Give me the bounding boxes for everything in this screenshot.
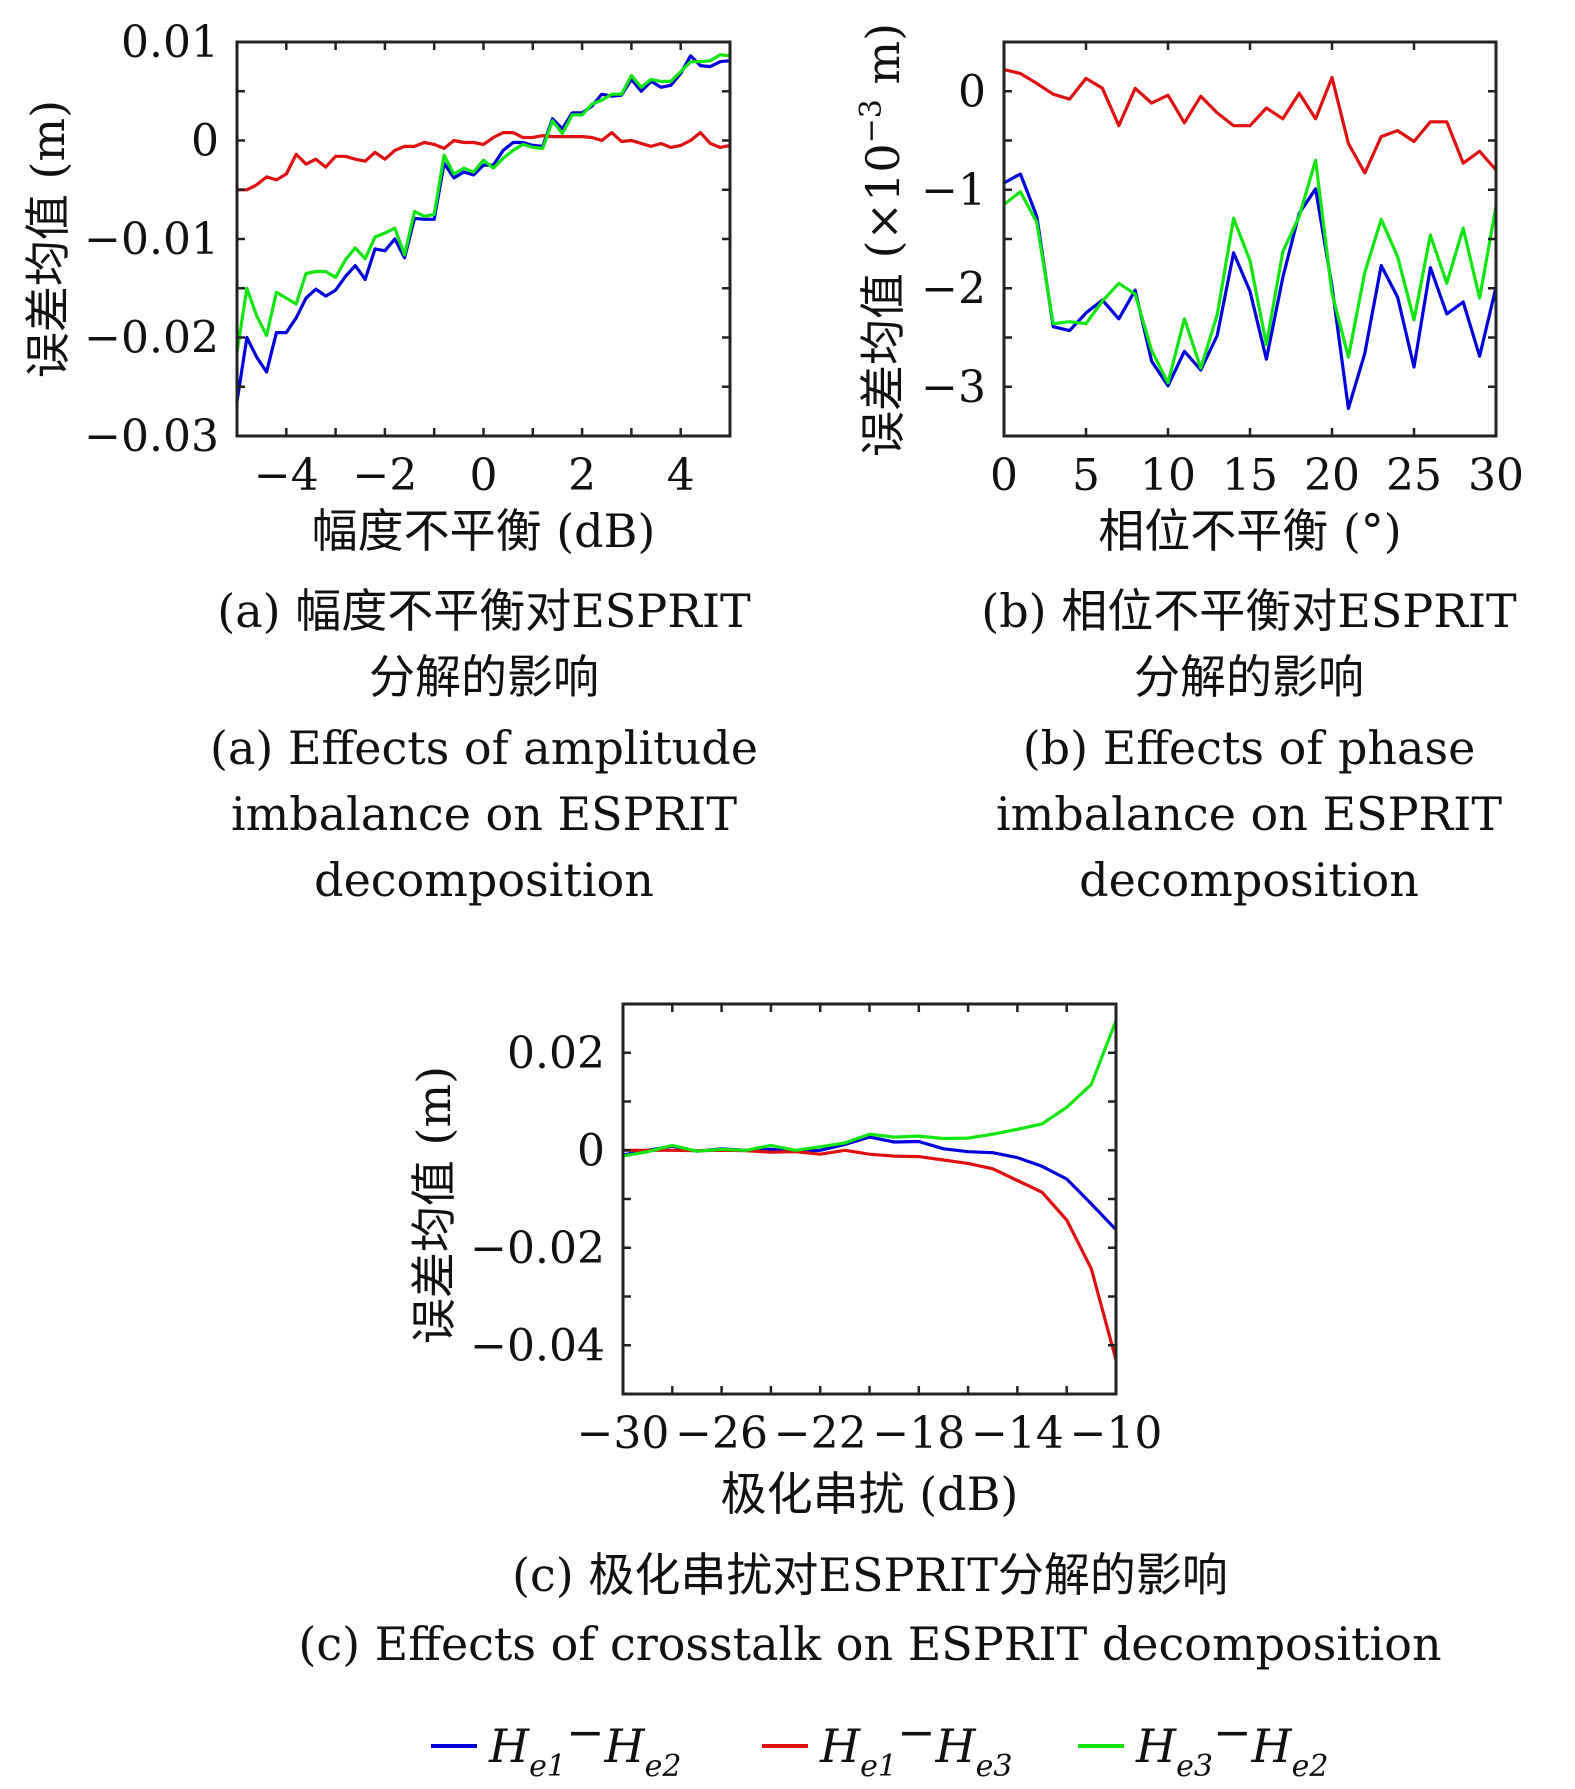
legend-label-sa: e3 xyxy=(1176,1749,1213,1784)
caption-cn-line: (b) 相位不平衡对ESPRIT xyxy=(981,584,1517,638)
x-tick-label: 4 xyxy=(667,450,695,501)
y-tick-label: −3 xyxy=(921,362,986,413)
y-axis-label-main: 误差均值 (m) xyxy=(21,100,75,378)
caption-en-line: imbalance on ESPRIT xyxy=(231,787,737,841)
x-tick-label: −30 xyxy=(577,1408,670,1459)
legend-label-a: H xyxy=(488,1719,530,1773)
legend-label-sb: e2 xyxy=(1292,1749,1329,1784)
legend-item-He1-He2: He1−He2 xyxy=(431,1705,681,1784)
series-line-He1-He3 xyxy=(237,131,731,192)
x-axis-label: 相位不平衡 (°) xyxy=(1098,504,1402,558)
y-tick-label: −0.04 xyxy=(470,1320,605,1371)
legend-label-a: H xyxy=(1135,1719,1177,1773)
legend-label-a: H xyxy=(819,1719,861,1773)
x-axis-label: 极化串扰 (dB) xyxy=(721,1467,1019,1521)
x-tick-label: 25 xyxy=(1386,450,1442,501)
plot-frame xyxy=(235,40,732,438)
x-tick-label: −26 xyxy=(675,1408,768,1459)
caption-cn-line: 分解的影响 xyxy=(369,650,599,704)
y-tick-label: −0.02 xyxy=(84,313,219,364)
legend-item-He3-He2: He3−He2 xyxy=(1078,1705,1328,1784)
caption-cn-line: (a) 幅度不平衡对ESPRIT xyxy=(217,584,751,638)
legend-label-b: H xyxy=(935,1719,977,1773)
y-tick-label: −1 xyxy=(921,165,986,216)
x-tick-label: −4 xyxy=(254,450,319,501)
x-tick-label: −18 xyxy=(872,1408,965,1459)
chart-2: −0.04 −0.02 0 0.02 −30 −26 −22 −18 −14 −10 极化串扰 (d… xyxy=(298,1002,1442,1671)
legend-label-sep: − xyxy=(897,1705,936,1759)
caption-cn-line: (c) 极化串扰对ESPRIT分解的影响 xyxy=(512,1548,1228,1602)
x-tick-label: 30 xyxy=(1468,450,1524,501)
y-axis-label: 误差均值 (×10−3 m) xyxy=(854,23,910,457)
y-tick-label: 0 xyxy=(577,1125,605,1176)
legend-label-sb: e3 xyxy=(976,1749,1013,1784)
caption-en-line: imbalance on ESPRIT xyxy=(996,787,1502,841)
legend-label-sa: e1 xyxy=(529,1749,566,1784)
x-tick-label: −2 xyxy=(352,450,417,501)
y-tick-label: 0 xyxy=(958,66,986,117)
y-tick-label: −0.02 xyxy=(470,1223,605,1274)
caption-en-line: (b) Effects of phase xyxy=(1023,721,1476,775)
y-tick-label: −0.03 xyxy=(84,411,219,462)
legend-label-b: H xyxy=(1251,1719,1293,1773)
plot-frame xyxy=(1002,40,1498,438)
y-axis-label: 误差均值 (m) xyxy=(407,1066,461,1344)
series-line-He1-He3 xyxy=(623,1148,1118,1361)
y-axis-label-unit: m) xyxy=(856,23,910,99)
series-line-He3-He2 xyxy=(622,1020,1118,1158)
legend-label-b: H xyxy=(604,1719,646,1773)
caption-en-line: (c) Effects of crosstalk on ESPRIT decom… xyxy=(298,1617,1441,1671)
caption-en-line: decomposition xyxy=(314,853,654,907)
legend-label-sep: − xyxy=(1213,1705,1252,1759)
x-tick-label: 0 xyxy=(470,450,498,501)
caption-cn-line: 分解的影响 xyxy=(1134,650,1364,704)
plot-frame xyxy=(621,1002,1118,1396)
y-axis-label-exponent: −3 xyxy=(854,99,889,143)
y-tick-label: −0.01 xyxy=(84,214,219,265)
y-axis-label-main: 误差均值 (m) xyxy=(407,1066,461,1344)
series-line-He1-He2 xyxy=(1003,172,1498,410)
y-tick-label: 0.02 xyxy=(507,1028,605,1079)
legend-item-He1-He3: He1−He3 xyxy=(762,1705,1012,1784)
x-tick-label: 10 xyxy=(1140,450,1196,501)
y-tick-label: 0.01 xyxy=(121,17,219,68)
legend: He1−He2 He1−He3 He3−He2 xyxy=(431,1705,1328,1784)
x-tick-label: 5 xyxy=(1072,450,1100,501)
series-line-He3-He2 xyxy=(235,53,731,353)
legend-label: He1−He2 xyxy=(488,1705,681,1784)
legend-label-sa: e1 xyxy=(860,1749,897,1784)
legend-label-sb: e2 xyxy=(645,1749,682,1784)
series-line-He3-He2 xyxy=(1003,158,1498,385)
x-tick-label: 20 xyxy=(1304,450,1360,501)
series-line-He1-He3 xyxy=(1003,68,1498,175)
y-tick-label: −2 xyxy=(921,263,986,314)
x-tick-label: 0 xyxy=(990,450,1018,501)
chart-1: −3 −2 −1 0 0 5 10 15 20 25 30 相位不平衡 (°) 误差均值 (×10−3 … xyxy=(854,23,1524,907)
x-tick-label: 2 xyxy=(568,450,596,501)
x-tick-label: 15 xyxy=(1222,450,1278,501)
y-axis-label: 误差均值 (m) xyxy=(21,100,75,378)
caption-en-line: decomposition xyxy=(1079,853,1419,907)
series-line-He1-He2 xyxy=(235,54,731,402)
caption-en-line: (a) Effects of amplitude xyxy=(210,721,758,775)
legend-label-sep: − xyxy=(566,1705,605,1759)
y-axis-label-main: 误差均值 (×10 xyxy=(856,143,910,457)
x-tick-label: −10 xyxy=(1070,1408,1163,1459)
x-tick-label: −14 xyxy=(971,1408,1064,1459)
x-axis-label: 幅度不平衡 (dB) xyxy=(312,504,656,558)
legend-label: He3−He2 xyxy=(1135,1705,1328,1784)
y-tick-label: 0 xyxy=(191,116,219,167)
legend-label: He1−He3 xyxy=(819,1705,1012,1784)
x-tick-label: −22 xyxy=(774,1408,867,1459)
